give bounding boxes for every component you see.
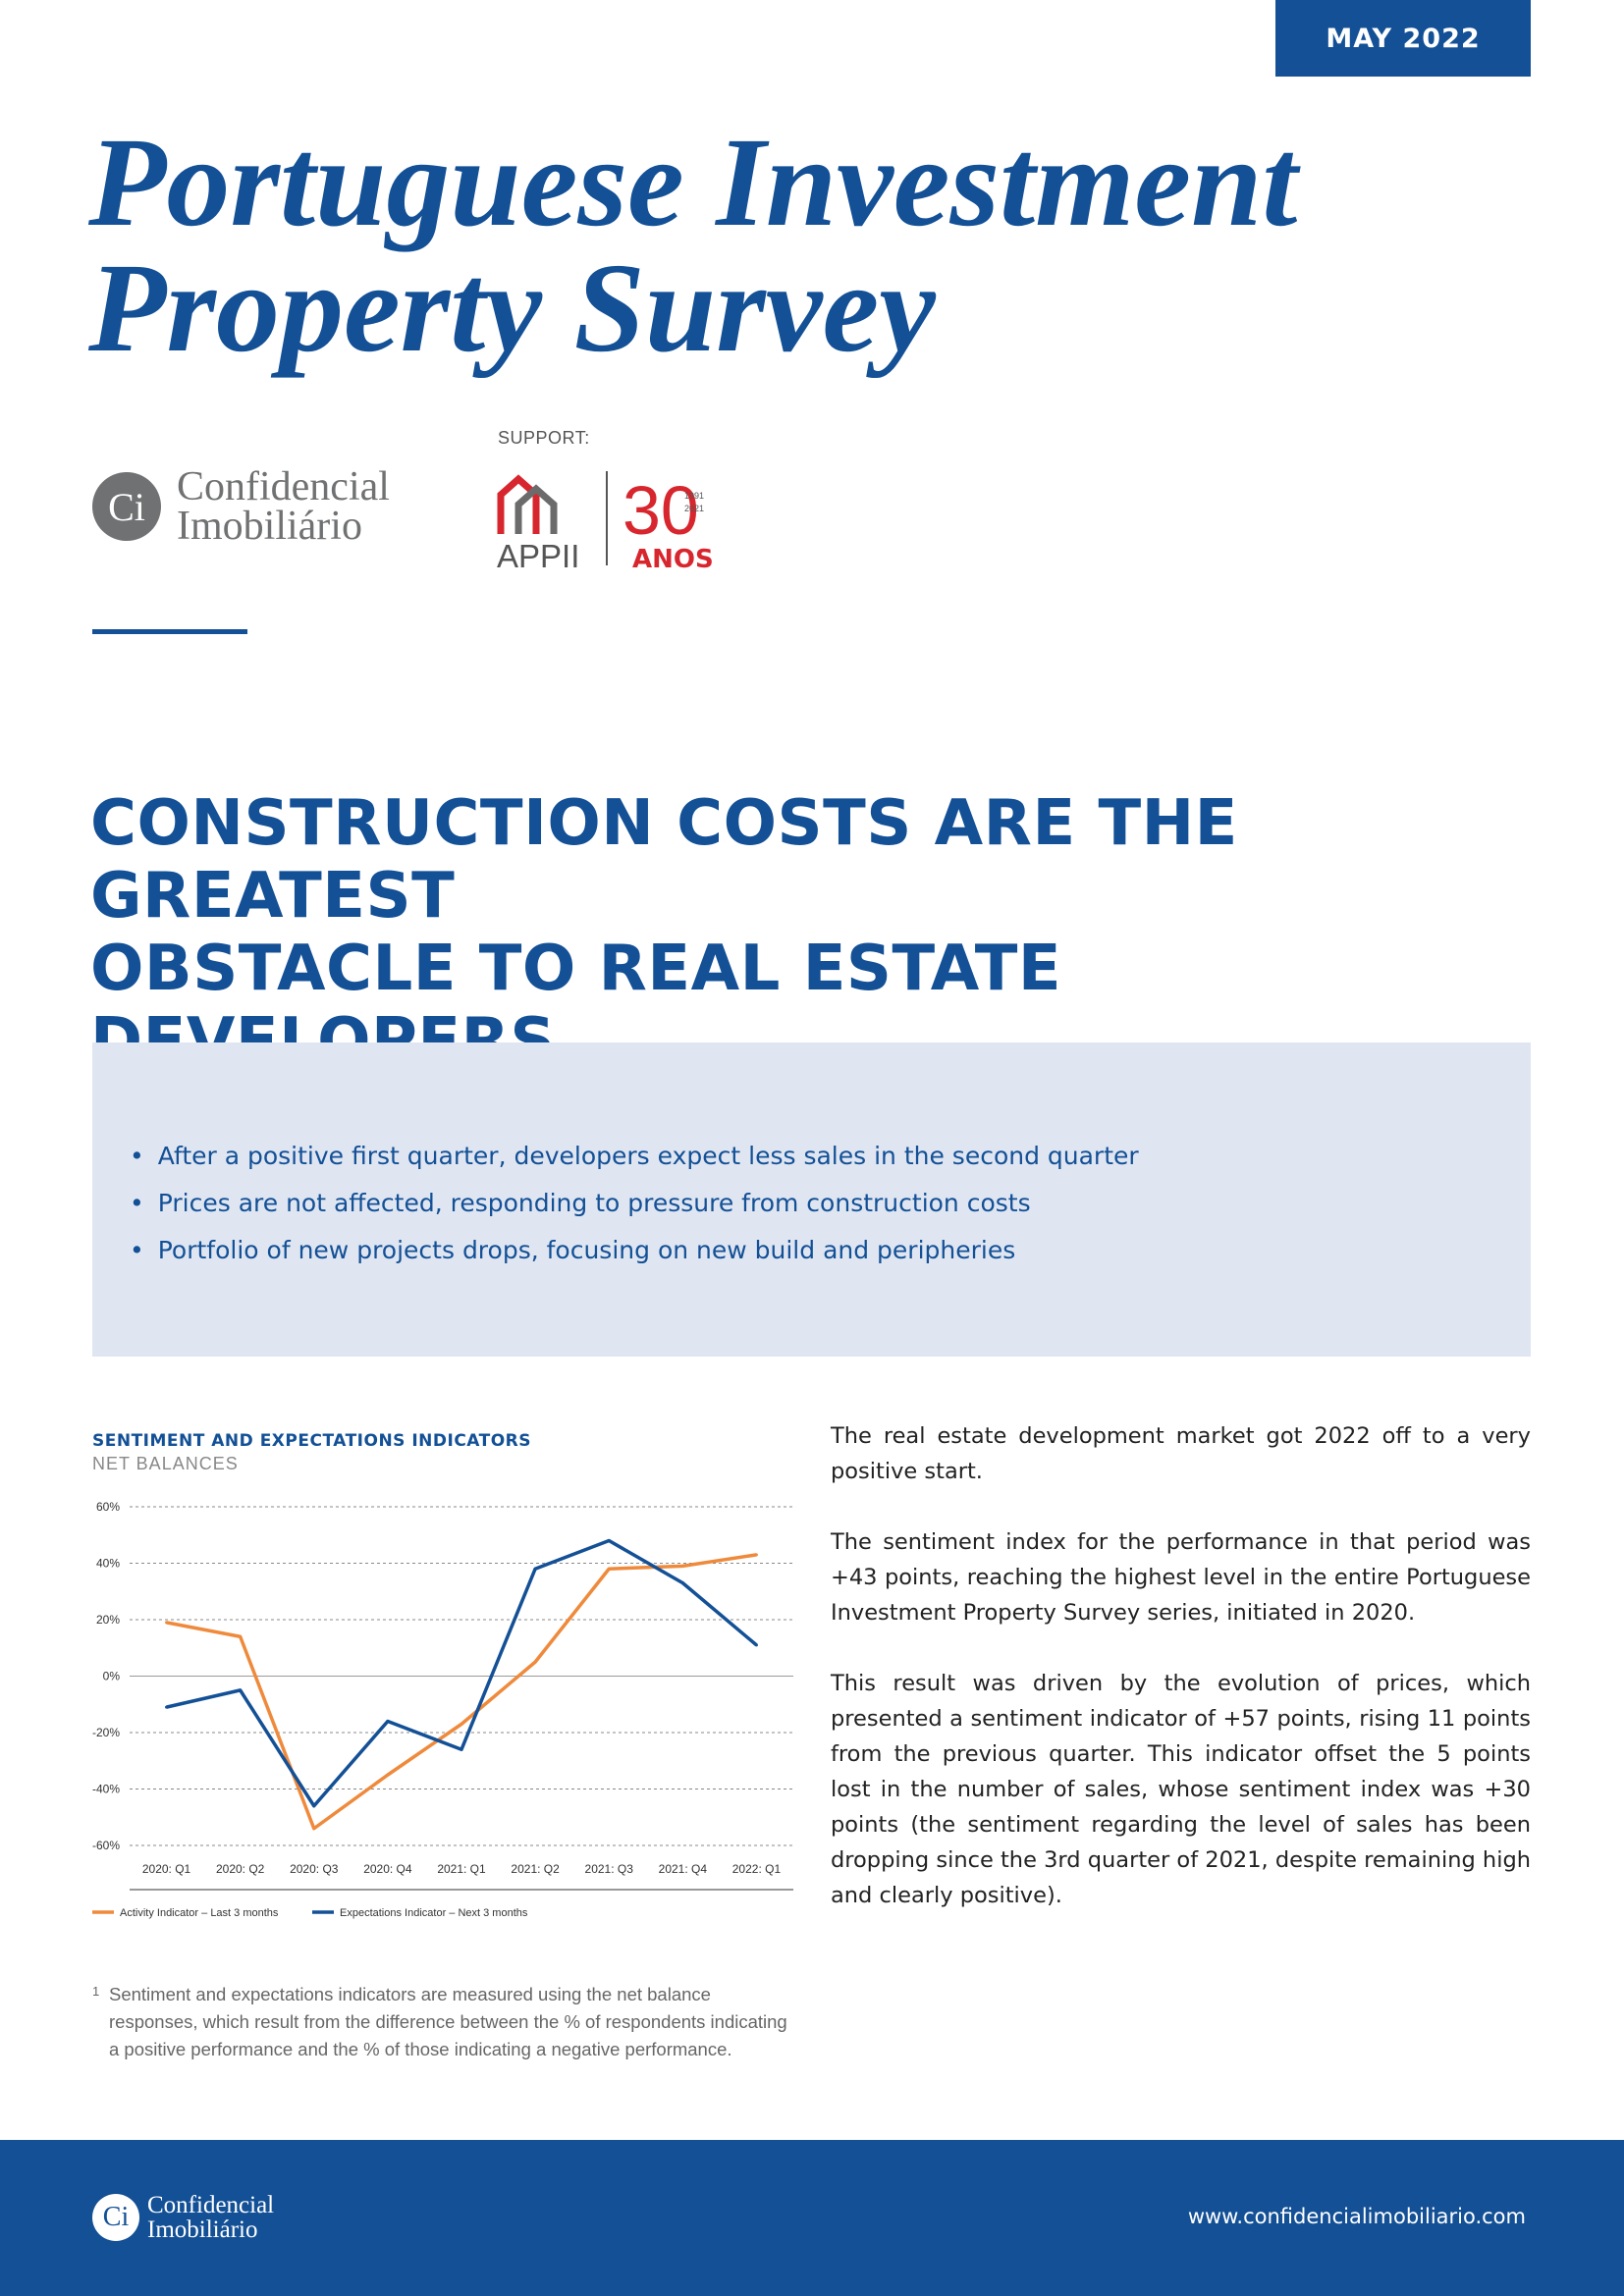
data-point [312,1827,316,1831]
main-headline: CONSTRUCTION COSTS ARE THE GREATEST OBST… [90,787,1543,1078]
data-point [533,1660,537,1664]
data-point [239,1634,243,1638]
chart-title: SENTIMENT AND EXPECTATIONS INDICATORS [92,1431,532,1451]
ci-logo-line-1: Confidencial [177,464,390,509]
data-point [754,1553,758,1557]
anniversary-number: 30 [623,472,699,549]
footer-logo-line-2: Imobiliário [147,2216,258,2243]
data-point [680,1581,684,1585]
anniversary-end-year: 2021 [684,504,704,513]
ci-logo-wordmark: Confidencial Imobiliário [177,464,390,549]
data-point [165,1621,169,1625]
title-accent-rule [92,629,247,634]
key-highlights-box: After a positive first quarter, develope… [92,1042,1531,1357]
x-tick-label: 2020: Q3 [290,1862,339,1876]
confidencial-imobiliario-logo: Ci Confidencial Imobiliário [92,464,390,549]
highlight-item: Portfolio of new projects drops, focusin… [130,1227,1139,1274]
x-tick-label: 2020: Q4 [363,1862,412,1876]
data-point [754,1643,758,1647]
chart-footnote: 1 Sentiment and expectations indicators … [92,1981,799,2063]
page-footer: Ci Confidencial Imobiliário www.confiden… [0,2140,1624,2296]
x-tick-label: 2020: Q2 [216,1862,265,1876]
report-title-line-1: Portuguese Investment [88,112,1298,253]
sentiment-line-chart: 60% 40% 20% 0% -20% -40% -60% 2020: Q1 2020: Q2 2… [92,1500,793,1919]
report-title: Portuguese Investment Property Survey [88,112,1463,379]
headline-line-1: CONSTRUCTION COSTS ARE THE GREATEST [90,787,1238,933]
data-point [386,1773,390,1777]
x-tick-label: 2021: Q2 [511,1862,560,1876]
website-link[interactable]: www.confidencialimobiliario.com [1187,2205,1526,2228]
ci-logo-mark: Ci [92,472,161,541]
y-tick-label: 20% [96,1613,120,1627]
data-point [165,1705,169,1709]
data-point [239,1688,243,1692]
x-tick-label: 2021: Q3 [585,1862,634,1876]
series-line-activity [166,1553,757,1831]
body-paragraph: The real estate development market got 2… [831,1423,1531,1484]
support-label: SUPPORT: [498,428,590,448]
footer-logo-line-1: Confidencial [147,2192,275,2218]
ci-logo-line-2: Imobiliário [177,504,362,549]
chart-subtitle: NET BALANCES [92,1454,239,1473]
x-tick-label: 2020: Q1 [142,1862,191,1876]
highlight-item: After a positive first quarter, develope… [130,1133,1139,1180]
highlight-item: Prices are not affected, responding to p… [130,1180,1139,1227]
footer-logo-wordmark: Confidencial Imobiliário [147,2193,274,2242]
data-point [386,1720,390,1723]
y-tick-label: 40% [96,1557,120,1571]
appii-30-anos-logo: APPII 30 1991 2021 ANOS [497,471,714,571]
y-tick-label: -60% [92,1839,120,1852]
footer-logo: Ci Confidencial Imobiliário [92,2193,274,2242]
data-point [607,1539,611,1542]
article-body: The real estate development market got 2… [831,1418,1531,1949]
legend-label: Activity Indicator – Last 3 months [120,1907,279,1919]
x-tick-label: 2021: Q4 [659,1862,708,1876]
data-point [312,1804,316,1808]
data-point [533,1567,537,1571]
footnote-mark: 1 [92,1984,100,1999]
legend-label: Expectations Indicator – Next 3 months [340,1907,528,1919]
y-tick-label: 0% [103,1670,121,1683]
body-paragraph: The sentiment index for the performance … [831,1529,1531,1626]
data-point [607,1567,611,1571]
y-tick-label: 60% [96,1500,120,1514]
x-tick-label: 2021: Q1 [437,1862,486,1876]
x-tick-label: 2022: Q1 [732,1862,782,1876]
y-tick-label: -20% [92,1726,120,1739]
footnote-text: Sentiment and expectations indicators ar… [109,1984,787,2059]
data-point [460,1722,463,1726]
anniversary-start-year: 1991 [684,491,704,501]
report-title-line-2: Property Survey [88,238,936,379]
y-tick-label: -40% [92,1783,120,1796]
anniversary-word: ANOS [632,545,714,571]
highlights-list: After a positive first quarter, develope… [130,1133,1139,1274]
appii-wordmark: APPII [497,538,579,571]
appii-house-icon [497,474,558,534]
report-date-badge: MAY 2022 [1275,0,1531,77]
body-paragraph: This result was driven by the evolution … [831,1671,1531,1908]
data-point [680,1564,684,1568]
data-point [460,1747,463,1751]
footer-logo-mark: Ci [92,2194,139,2241]
